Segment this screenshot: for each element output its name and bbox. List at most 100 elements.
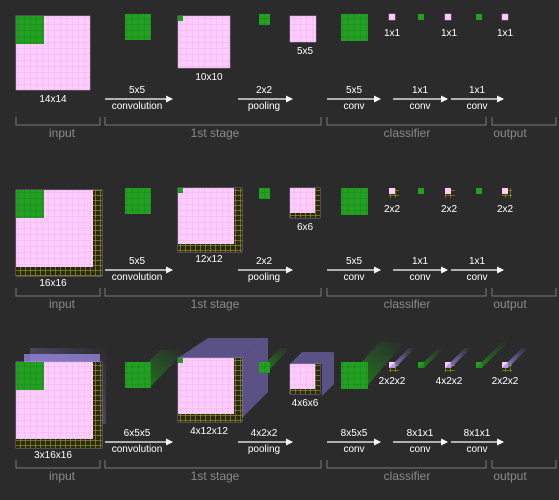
row2-input-padding-right	[93, 190, 102, 276]
row2-op-top-5: 1x1	[468, 256, 486, 267]
row3-pool-kernel	[259, 362, 270, 373]
row3-cls-cell-1-stack	[389, 348, 415, 368]
row2-stage-input: input	[48, 297, 76, 311]
row1-bracket-classifier	[326, 117, 487, 126]
row2-cls-cell-4	[476, 188, 482, 194]
row1-stage-input: input	[48, 126, 76, 140]
row1-op-top-1: 5x5	[128, 85, 146, 96]
row1-bracket-output	[491, 117, 557, 126]
row1-cls-cell-4	[476, 14, 482, 20]
row2-cls-size-2: 2x2	[440, 204, 458, 215]
row3-conv-output	[177, 357, 243, 423]
row1-op-bottom-5: conv	[466, 101, 488, 112]
row2-op-top-2: 2x2	[255, 256, 273, 267]
row2-op-bottom-1: convolution	[111, 272, 163, 283]
row3-input-padding-right	[93, 362, 102, 448]
row2-op-top-4: 1x1	[411, 256, 429, 267]
row2-pool-output-padding-bottom	[290, 213, 320, 218]
row3-op-bottom-1: convolution	[111, 444, 163, 455]
row2-pool-output-padding-right	[315, 188, 320, 218]
row3-cls-cell-5-stack	[502, 348, 528, 368]
row3-bracket-output	[491, 460, 557, 469]
row1-conv-kernel	[125, 14, 151, 40]
row3-pool-out-label: 4x6x6	[291, 398, 319, 409]
row1-pool-kernel	[259, 14, 270, 25]
row3-cls-cell-3-stack	[445, 348, 471, 368]
row3-convout-volume-side	[238, 338, 268, 422]
row2-cls-size-1: 2x2	[383, 204, 401, 215]
row3-op-bottom-2: pooling	[247, 444, 281, 455]
row3-conv-out-label: 4x12x12	[190, 426, 228, 437]
row3-op-top-3: 8x5x5	[340, 428, 368, 439]
row2-input-padding-bottom	[16, 267, 102, 276]
row2-conv-output-marker	[178, 188, 183, 193]
row2-input-size-label: 16x16	[39, 278, 67, 289]
row3-bracket-input	[15, 460, 101, 469]
row2-bracket-input	[15, 288, 101, 297]
row1-input-size-label: 14x14	[39, 94, 67, 105]
row3-cls-size-1: 2x2x2	[378, 376, 406, 387]
row2-stage-output: output	[493, 297, 527, 311]
row3-op-bottom-4: conv	[409, 444, 431, 455]
row3-op-bottom-5: conv	[466, 444, 488, 455]
row2-cls-kernel	[341, 188, 368, 215]
row2-cls-cell-5-core	[502, 188, 508, 194]
row3-op-top-1: 6x5x5	[123, 428, 151, 439]
row2-cls-cell-2	[418, 188, 424, 194]
row1-bracket-stage1	[104, 117, 322, 126]
row3-input-kernel	[16, 362, 44, 390]
row3-cls-size-3: 2x2x2	[491, 376, 519, 387]
row1-cls-kernel	[341, 14, 368, 41]
row3-op-top-5: 8x1x1	[463, 428, 491, 439]
row1-input-kernel	[16, 16, 44, 44]
row2-bracket-output	[491, 288, 557, 297]
row3-input-size-label: 3x16x16	[34, 450, 72, 461]
row2-conv-output-padding-bottom	[178, 244, 242, 252]
row2-pool-out-label: 6x6	[296, 222, 314, 233]
row1-op-top-4: 1x1	[411, 85, 429, 96]
row2-op-bottom-2: pooling	[247, 272, 281, 283]
row1-cls-cell-1	[388, 13, 396, 21]
row3-conv-output-padding-right	[234, 358, 242, 422]
row3-bracket-classifier	[326, 460, 487, 469]
row1-conv-output	[177, 15, 231, 69]
row2-op-top-1: 5x5	[128, 256, 146, 267]
row2-conv-out-label: 12x12	[195, 254, 223, 265]
row2-stage-classifier: classifier	[383, 297, 431, 311]
row3-pool-output-padding-bottom	[290, 389, 320, 394]
row2-conv-output-padding-right	[234, 188, 242, 252]
row2-bracket-classifier	[326, 288, 487, 297]
row2-op-bottom-5: conv	[466, 272, 488, 283]
row3-cls-kernel	[341, 362, 368, 389]
row3-conv-output-marker	[178, 358, 183, 363]
row3-pool-output-padding-right	[315, 364, 320, 394]
row3-op-top-4: 8x1x1	[406, 428, 434, 439]
row1-op-bottom-2: pooling	[247, 101, 281, 112]
row1-stage-output: output	[493, 126, 527, 140]
row3-op-top-2: 4x2x2	[250, 428, 278, 439]
row1-op-bottom-1: convolution	[111, 101, 163, 112]
row2-op-bottom-3: conv	[343, 272, 365, 283]
row1-cls-cell-5	[501, 13, 509, 21]
row1-conv-out-label: 10x10	[195, 72, 223, 83]
row2-bracket-stage1	[104, 288, 322, 297]
row1-cls-cell-3	[444, 13, 452, 21]
row3-pool-volume-top	[290, 352, 334, 364]
row2-pool-kernel	[259, 188, 270, 199]
row3-stage-output: output	[493, 469, 527, 483]
row1-op-top-2: 2x2	[255, 85, 273, 96]
row3-pool-volume-side	[322, 352, 334, 396]
row2-conv-kernel	[125, 188, 151, 214]
row3-stage-input: input	[48, 469, 76, 483]
row1-stage-1st: 1st stage	[190, 126, 240, 140]
row1-stage-classifier: classifier	[383, 126, 431, 140]
row1-op-bottom-3: conv	[343, 101, 365, 112]
row3-op-bottom-3: conv	[343, 444, 365, 455]
row1-conv-output-marker	[178, 16, 183, 21]
row1-op-top-5: 1x1	[468, 85, 486, 96]
row1-op-top-3: 5x5	[345, 85, 363, 96]
row3-conv-output-padding-bottom	[178, 414, 242, 422]
row1-pool-output	[289, 15, 317, 43]
row3-cls-cell-4-stack	[476, 342, 508, 368]
